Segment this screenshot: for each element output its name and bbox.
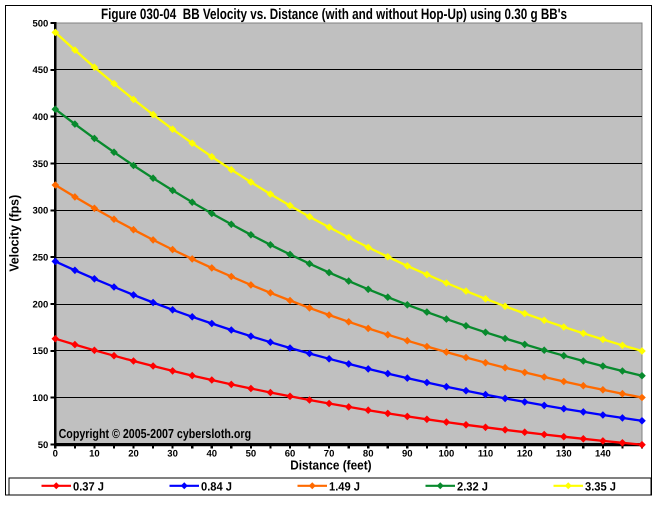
svg-text:500: 500	[32, 18, 48, 29]
svg-text:10: 10	[89, 448, 100, 459]
svg-text:Figure 030-04 BB Velocity vs.: Figure 030-04 BB Velocity vs. Distance (…	[101, 6, 567, 23]
svg-text:100: 100	[32, 393, 48, 404]
svg-text:350: 350	[32, 159, 48, 170]
svg-text:30: 30	[167, 448, 178, 459]
svg-text:110: 110	[478, 448, 493, 459]
svg-text:150: 150	[32, 346, 48, 357]
svg-text:140: 140	[595, 448, 611, 459]
svg-text:400: 400	[32, 112, 48, 123]
svg-text:100: 100	[438, 448, 454, 459]
svg-text:120: 120	[517, 448, 533, 459]
svg-text:70: 70	[324, 448, 335, 459]
svg-text:60: 60	[285, 448, 296, 459]
svg-text:90: 90	[402, 448, 413, 459]
svg-text:50: 50	[246, 448, 257, 459]
svg-text:0.37 J: 0.37 J	[73, 479, 104, 493]
svg-text:1.49 J: 1.49 J	[329, 479, 360, 493]
svg-text:40: 40	[207, 448, 218, 459]
svg-text:80: 80	[363, 448, 374, 459]
svg-text:50: 50	[38, 440, 49, 451]
svg-text:Distance (feet): Distance (feet)	[290, 458, 371, 473]
svg-text:0: 0	[53, 448, 58, 459]
svg-text:3.35 J: 3.35 J	[585, 479, 616, 493]
svg-text:0.84 J: 0.84 J	[201, 479, 232, 493]
svg-text:300: 300	[32, 206, 48, 217]
svg-text:200: 200	[32, 299, 48, 310]
svg-text:Velocity (fps): Velocity (fps)	[7, 195, 22, 272]
svg-text:Copyright © 2005-2007 cyberslo: Copyright © 2005-2007 cybersloth.org	[59, 426, 252, 441]
svg-text:130: 130	[556, 448, 572, 459]
svg-text:450: 450	[32, 65, 48, 76]
svg-text:20: 20	[128, 448, 139, 459]
svg-text:250: 250	[32, 253, 48, 264]
svg-text:2.32 J: 2.32 J	[457, 479, 488, 493]
